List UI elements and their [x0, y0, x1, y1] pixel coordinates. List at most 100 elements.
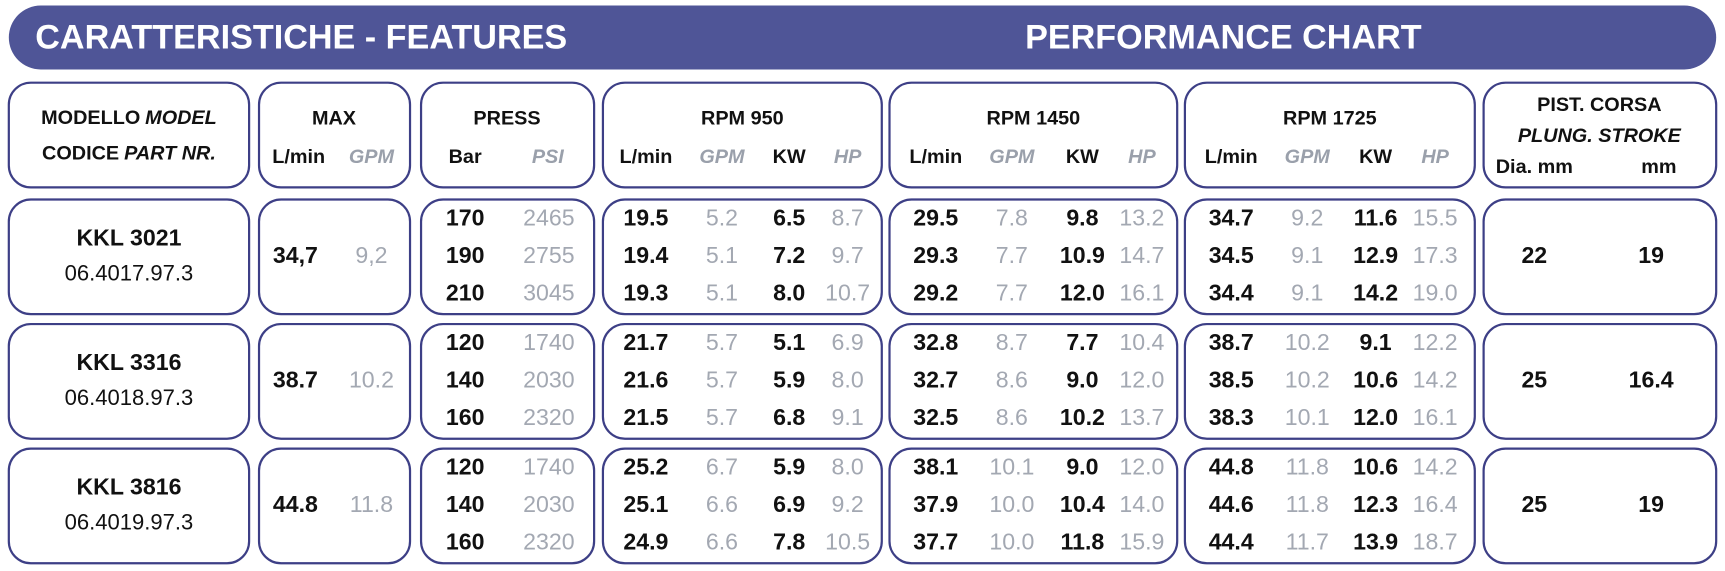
unit: GPM — [1285, 146, 1331, 168]
rpm-value: 11.8 — [1286, 454, 1329, 480]
press-psi: 2320 — [523, 404, 574, 430]
data-cell — [1482, 322, 1718, 440]
data-cell — [601, 198, 883, 316]
data-cell — [257, 198, 412, 316]
unit: HP — [1128, 146, 1156, 168]
rpm-value: 6.7 — [706, 454, 738, 480]
rpm-value: 32.5 — [913, 404, 958, 430]
press-psi: 2030 — [523, 367, 574, 393]
rpm-value: 9.8 — [1066, 204, 1098, 230]
rpm-value: 17.3 — [1413, 242, 1458, 268]
press-bar: 140 — [446, 367, 485, 393]
rpm-value: 10.1 — [1285, 404, 1330, 430]
part-header: CODICE PART NR. — [42, 143, 216, 165]
rpm-value: 10.2 — [1285, 367, 1330, 393]
rpm-value: 10.5 — [825, 529, 870, 555]
rpm-value: 10.4 — [1119, 329, 1164, 355]
piston-dia: 25 — [1521, 367, 1547, 393]
piston-dia: 22 — [1521, 242, 1547, 268]
rpm-value: 21.6 — [623, 367, 668, 393]
press-bar: 140 — [446, 491, 485, 517]
rpm-value: 11.6 — [1354, 204, 1398, 230]
rpm-header: RPM 1725 — [1283, 107, 1377, 129]
rpm-value: 6.6 — [706, 491, 738, 517]
max-gpm: 11.8 — [350, 491, 393, 517]
rpm-value: 24.9 — [623, 529, 668, 555]
rpm-value: 9.7 — [832, 242, 864, 268]
rpm-value: 10.9 — [1060, 242, 1105, 268]
rpm-value: 8.0 — [773, 279, 805, 305]
unit: HP — [834, 146, 862, 168]
press-bar: 120 — [446, 329, 485, 355]
header-cell — [257, 81, 412, 189]
rpm-value: 14.7 — [1119, 242, 1164, 268]
press-bar: 190 — [446, 242, 485, 268]
press-psi: 1740 — [523, 329, 574, 355]
data-cell — [419, 447, 596, 565]
rpm-value: 19.5 — [623, 204, 668, 230]
rpm-value: 14.2 — [1353, 279, 1398, 305]
header-cell — [1183, 81, 1476, 189]
rpm-value: 6.9 — [773, 491, 805, 517]
unit: GPM — [349, 146, 395, 168]
header-cell — [601, 81, 883, 189]
rpm-value: 7.8 — [996, 204, 1028, 230]
rpm-value: 12.9 — [1353, 242, 1398, 268]
data-cell — [601, 447, 883, 565]
rpm-value: 9.0 — [1066, 454, 1098, 480]
unit: KW — [1359, 146, 1392, 168]
rpm-value: 8.0 — [832, 367, 864, 393]
rpm-value: 38.7 — [1209, 329, 1254, 355]
rpm-value: 29.3 — [913, 242, 958, 268]
piston-header: PIST. CORSA — [1537, 94, 1662, 116]
header-bar — [8, 5, 1717, 70]
rpm-value: 12.0 — [1119, 454, 1164, 480]
rpm-value: 7.8 — [773, 529, 805, 555]
header-cell — [7, 81, 251, 189]
rpm-value: 9.2 — [832, 491, 864, 517]
unit: GPM — [989, 146, 1035, 168]
unit: L/min — [272, 146, 325, 168]
unit: KW — [773, 146, 806, 168]
rpm-value: 5.1 — [706, 279, 738, 305]
rpm-value: 7.7 — [1066, 329, 1098, 355]
rpm-value: 10.6 — [1353, 454, 1398, 480]
rpm-value: 25.2 — [623, 454, 668, 480]
rpm-value: 5.9 — [773, 454, 805, 480]
rpm-value: 6.6 — [706, 529, 738, 555]
rpm-value: 34.5 — [1209, 242, 1254, 268]
press-psi: 2755 — [523, 242, 574, 268]
rpm-value: 11.8 — [1061, 529, 1105, 555]
rpm-value: 13.9 — [1353, 529, 1398, 555]
max-lmin: 44.8 — [273, 491, 318, 517]
rpm-value: 7.7 — [996, 242, 1028, 268]
rpm-value: 12.2 — [1413, 329, 1458, 355]
press-bar: 120 — [446, 454, 485, 480]
rpm-value: 21.5 — [623, 404, 668, 430]
press-psi: 2030 — [523, 491, 574, 517]
rpm-value: 6.9 — [832, 329, 864, 355]
header-right: PERFORMANCE CHART — [1025, 19, 1422, 57]
rpm-value: 9.1 — [832, 404, 864, 430]
header-cell — [1482, 81, 1718, 189]
rpm-value: 29.2 — [913, 279, 958, 305]
rpm-value: 9.0 — [1066, 367, 1098, 393]
rpm-value: 44.8 — [1209, 454, 1254, 480]
rpm-value: 34.7 — [1209, 204, 1254, 230]
rpm-value: 6.5 — [773, 204, 805, 230]
rpm-value: 5.7 — [706, 367, 738, 393]
rpm-value: 38.1 — [913, 454, 958, 480]
rpm-value: 12.3 — [1353, 491, 1398, 517]
text-part: CODICE — [42, 143, 119, 165]
press-bar: 210 — [446, 279, 485, 305]
unit: Dia. mm — [1496, 156, 1573, 178]
data-cell — [1482, 447, 1718, 565]
data-cell — [1183, 447, 1476, 565]
rpm-value: 5.7 — [706, 329, 738, 355]
rpm-value: 8.6 — [996, 404, 1028, 430]
unit: L/min — [1205, 146, 1258, 168]
rpm-value: 5.1 — [706, 242, 738, 268]
piston-stroke: 19 — [1638, 491, 1664, 517]
rpm-value: 6.8 — [773, 404, 805, 430]
